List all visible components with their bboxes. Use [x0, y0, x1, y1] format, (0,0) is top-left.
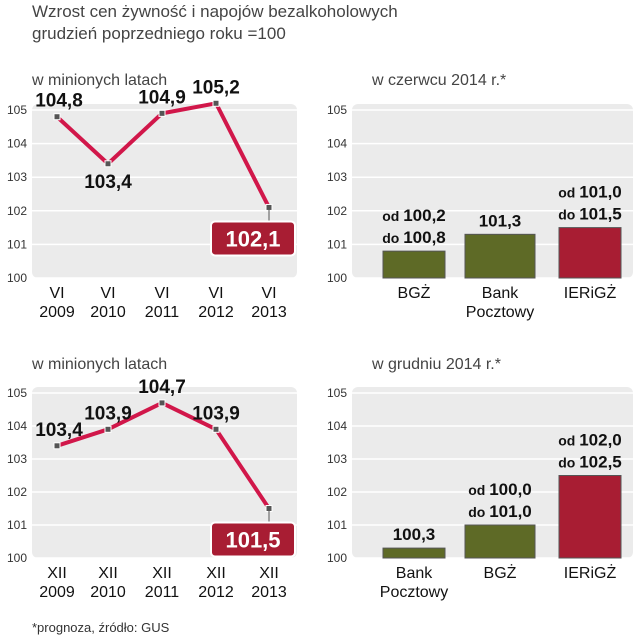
y-tick-label: 104: [7, 137, 27, 151]
y-tick-label: 105: [327, 386, 347, 400]
data-label: 103,9: [192, 403, 240, 424]
data-point: [158, 399, 166, 407]
x-category-label: XII: [259, 565, 279, 582]
data-point: [104, 160, 112, 168]
bar-range-label: do 101,0: [468, 502, 532, 521]
x-category-label: 2012: [198, 304, 234, 321]
y-tick-label: 100: [7, 271, 27, 285]
x-category-label: Bank: [396, 565, 433, 582]
data-label: 104,8: [35, 91, 83, 112]
bar-range-label: do 100,8: [382, 228, 446, 247]
chart-title-line2: grudzień poprzedniego roku =100: [32, 24, 286, 43]
data-point: [212, 425, 220, 433]
data-label: 103,4: [35, 420, 83, 441]
y-tick-label: 100: [327, 551, 347, 565]
x-category-label: Pocztowy: [466, 304, 534, 321]
y-tick-label: 101: [327, 518, 347, 532]
x-category-label: 2009: [39, 304, 75, 321]
x-category-label: 2010: [90, 584, 126, 601]
data-label: 103,4: [84, 172, 132, 193]
data-label: 104,9: [138, 87, 186, 108]
x-category-label: 2009: [39, 584, 75, 601]
x-category-label: 2011: [145, 584, 180, 601]
subtitle-june-history: w minionych latach: [32, 72, 168, 89]
x-category-label: IERiGŻ: [564, 563, 617, 582]
subtitle-december-history: w minionych latach: [32, 356, 168, 373]
y-tick-label: 103: [7, 170, 27, 184]
x-category-label: 2012: [198, 584, 234, 601]
y-tick-label: 100: [327, 271, 347, 285]
x-category-label: XII: [47, 565, 67, 582]
y-tick-label: 105: [327, 103, 347, 117]
bar: [382, 250, 446, 279]
x-category-label: VI: [154, 285, 169, 302]
chart-title-line1: Wzrost cen żywność i napojów bezalkoholo…: [32, 2, 398, 21]
highlight-label-box: [210, 220, 296, 257]
y-tick-label: 101: [7, 518, 27, 532]
y-tick-label: 103: [7, 452, 27, 466]
y-tick-label: 104: [7, 419, 27, 433]
highlight-data-label: 101,5: [225, 528, 280, 553]
highlight-data-label: 102,1: [225, 226, 280, 251]
y-tick-label: 103: [327, 170, 347, 184]
data-point: [104, 425, 112, 433]
x-category-label: Bank: [482, 285, 519, 302]
bar: [464, 524, 536, 559]
y-tick-label: 102: [327, 204, 347, 218]
x-category-label: XII: [206, 565, 226, 582]
footer-note: *prognoza, źródło: GUS: [32, 620, 170, 635]
y-tick-label: 102: [7, 485, 27, 499]
subtitle-june-2014: w czerwcu 2014 r.*: [372, 72, 507, 89]
bar-range-label: od 102,0: [558, 431, 622, 450]
data-label: 104,7: [138, 377, 186, 398]
x-category-label: XII: [98, 565, 118, 582]
y-tick-label: 102: [327, 485, 347, 499]
data-point: [53, 442, 61, 450]
x-category-label: BGŻ: [398, 283, 431, 302]
x-category-label: IERiGŻ: [564, 283, 617, 302]
data-point: [212, 99, 220, 107]
bar-range-label: od 100,0: [468, 480, 532, 499]
x-category-label: VI: [100, 285, 115, 302]
y-tick-label: 105: [7, 103, 27, 117]
x-category-label: XII: [152, 565, 172, 582]
bar: [464, 233, 536, 279]
y-tick-label: 103: [327, 452, 347, 466]
bar-value-label: 101,3: [479, 211, 522, 230]
x-category-label: 2013: [251, 584, 287, 601]
bar-range-label: do 102,5: [558, 453, 622, 472]
data-point: [158, 109, 166, 117]
y-tick-label: 102: [7, 204, 27, 218]
y-tick-label: 104: [327, 419, 347, 433]
bar-range-label: od 101,0: [558, 183, 622, 202]
bar-value-label: 100,3: [393, 525, 436, 544]
x-category-label: BGŻ: [484, 563, 517, 582]
x-category-label: 2010: [90, 304, 126, 321]
bar-range-label: od 100,2: [382, 206, 446, 225]
bar-range-label: do 101,5: [558, 205, 622, 224]
data-point: [53, 113, 61, 121]
x-category-label: VI: [261, 285, 276, 302]
data-label: 105,2: [192, 77, 240, 98]
data-label: 103,9: [84, 403, 132, 424]
y-tick-label: 101: [7, 237, 27, 251]
y-tick-label: 104: [327, 137, 347, 151]
subtitle-december-2014: w grudniu 2014 r.*: [372, 356, 501, 373]
x-category-label: 2013: [251, 304, 287, 321]
y-tick-label: 105: [7, 386, 27, 400]
bar: [558, 475, 622, 559]
highlight-label-box: [210, 521, 296, 558]
x-category-label: 2011: [145, 304, 180, 321]
x-category-label: Pocztowy: [380, 584, 448, 601]
y-tick-label: 100: [7, 551, 27, 565]
x-category-label: VI: [49, 285, 64, 302]
bar: [382, 547, 446, 559]
plot-background: [32, 387, 297, 558]
bar: [558, 227, 622, 279]
y-tick-label: 101: [327, 237, 347, 251]
x-category-label: VI: [208, 285, 223, 302]
